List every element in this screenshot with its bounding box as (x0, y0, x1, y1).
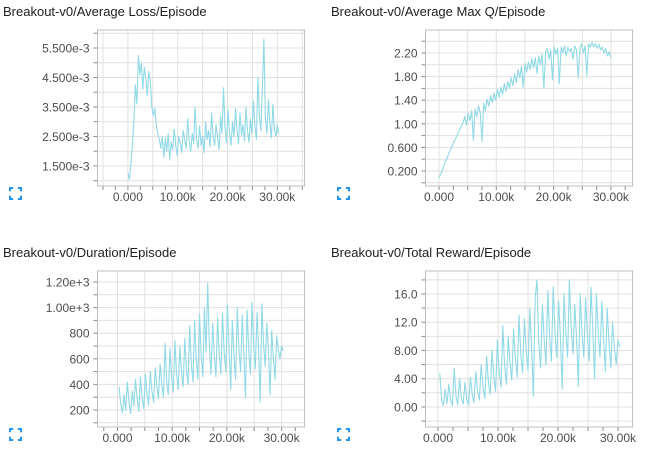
chart-plot-average-loss[interactable]: 0.000 10.00k 20.00k 30.00k 1.500e-3 2.500e-3 3… (0, 0, 327, 211)
svg-text:0.000: 0.000 (424, 190, 454, 204)
svg-text:0.600: 0.600 (387, 141, 417, 155)
expand-chart-button[interactable] (336, 186, 351, 201)
chart-plot-average-max-q[interactable]: 0.000 10.00k 20.00k 30.00k 0.200 0.600 1.00 1.4… (328, 0, 655, 211)
svg-text:20.00k: 20.00k (536, 190, 573, 204)
svg-text:30.00k: 30.00k (264, 431, 301, 445)
svg-text:4.500e-3: 4.500e-3 (42, 71, 90, 85)
expand-chart-button[interactable] (8, 427, 23, 442)
svg-text:10.00k: 10.00k (160, 190, 197, 204)
svg-text:8.00: 8.00 (394, 344, 418, 358)
svg-text:0.000: 0.000 (423, 431, 453, 445)
svg-text:0.000: 0.000 (113, 190, 143, 204)
chart-card-average-loss: 0.000 10.00k 20.00k 30.00k 1.500e-3 2.500e-3 3… (0, 0, 327, 211)
chart-card-average-max-q: 0.000 10.00k 20.00k 30.00k 0.200 0.600 1.00 1.4… (328, 0, 655, 211)
svg-text:1.00e+3: 1.00e+3 (46, 301, 90, 315)
svg-text:1.20e+3: 1.20e+3 (46, 276, 90, 290)
svg-text:2.500e-3: 2.500e-3 (42, 130, 90, 144)
svg-text:800: 800 (69, 327, 89, 341)
svg-text:20.00k: 20.00k (209, 190, 246, 204)
fullscreen-icon (336, 186, 351, 201)
chart-title: Breakout-v0/Duration/Episode (3, 245, 177, 260)
svg-text:10.00k: 10.00k (154, 431, 191, 445)
svg-text:1.00: 1.00 (394, 117, 418, 131)
chart-card-duration: 0.000 10.00k 20.00k 30.00k 200 400 600 800 1.00e… (0, 241, 327, 452)
svg-text:20.00k: 20.00k (540, 431, 577, 445)
svg-text:0.00: 0.00 (394, 401, 418, 415)
svg-text:0.200: 0.200 (387, 165, 417, 179)
svg-text:1.80: 1.80 (394, 70, 418, 84)
svg-text:400: 400 (69, 378, 89, 392)
chart-plot-duration[interactable]: 0.000 10.00k 20.00k 30.00k 200 400 600 800 1.00e… (0, 241, 327, 452)
svg-text:4.00: 4.00 (394, 372, 418, 386)
svg-text:10.00k: 10.00k (480, 431, 517, 445)
chart-card-total-reward: 0.000 10.00k 20.00k 30.00k 0.00 4.00 8.00 12.0 1… (328, 241, 655, 452)
fullscreen-icon (8, 427, 23, 442)
svg-text:1.40: 1.40 (394, 94, 418, 108)
svg-text:1.500e-3: 1.500e-3 (42, 159, 90, 173)
expand-chart-button[interactable] (8, 186, 23, 201)
fullscreen-icon (336, 427, 351, 442)
chart-title: Breakout-v0/Total Reward/Episode (331, 245, 532, 260)
chart-title: Breakout-v0/Average Loss/Episode (3, 4, 207, 19)
svg-text:3.500e-3: 3.500e-3 (42, 101, 90, 115)
svg-text:2.20: 2.20 (394, 47, 418, 61)
svg-text:10.00k: 10.00k (478, 190, 515, 204)
chart-plot-total-reward[interactable]: 0.000 10.00k 20.00k 30.00k 0.00 4.00 8.00 12.0 1… (328, 241, 655, 452)
svg-text:30.00k: 30.00k (600, 431, 637, 445)
svg-text:16.0: 16.0 (394, 288, 418, 302)
svg-text:600: 600 (69, 352, 89, 366)
svg-text:0.000: 0.000 (102, 431, 132, 445)
svg-text:5.500e-3: 5.500e-3 (42, 42, 90, 56)
chart-title: Breakout-v0/Average Max Q/Episode (331, 4, 546, 19)
expand-chart-button[interactable] (336, 427, 351, 442)
svg-text:30.00k: 30.00k (259, 190, 296, 204)
svg-text:200: 200 (69, 404, 89, 418)
svg-text:12.0: 12.0 (394, 316, 418, 330)
svg-text:30.00k: 30.00k (593, 190, 630, 204)
fullscreen-icon (8, 186, 23, 201)
svg-text:20.00k: 20.00k (209, 431, 246, 445)
